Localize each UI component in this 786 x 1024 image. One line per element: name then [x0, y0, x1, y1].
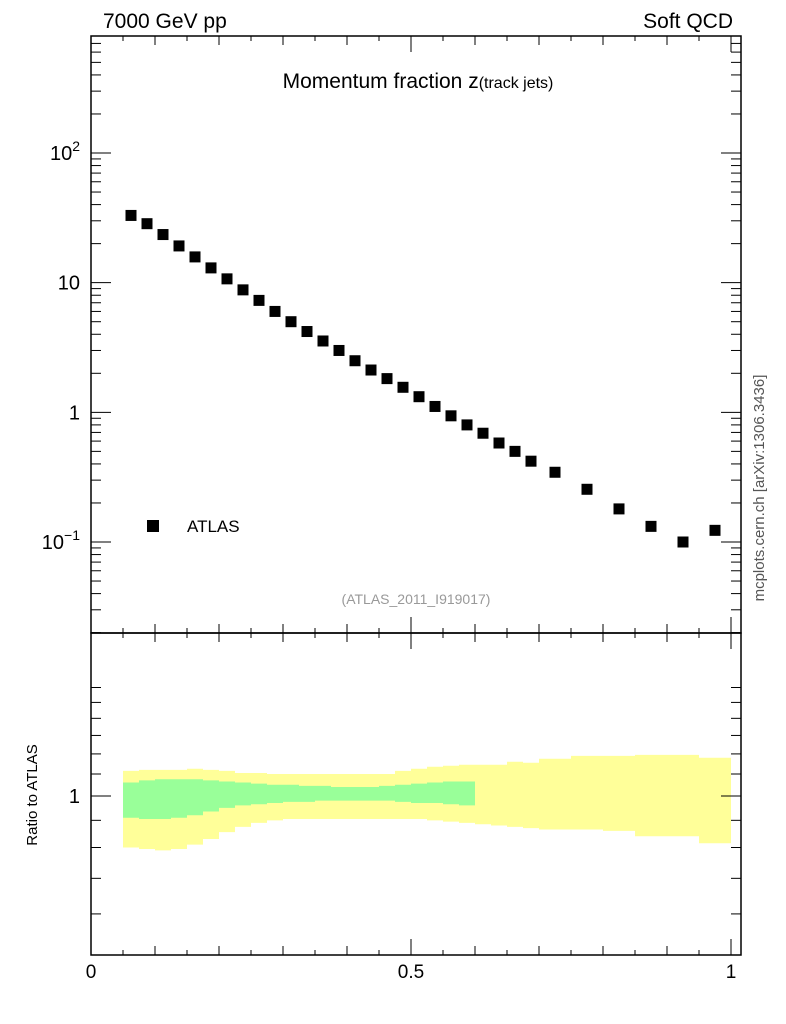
x-tick-label: 0: [86, 962, 97, 983]
data-point: [365, 364, 377, 376]
data-points: [125, 209, 721, 548]
y-tick-label-base: 10: [42, 532, 64, 554]
data-point: [493, 437, 505, 449]
data-point: [477, 427, 489, 439]
data-point: [221, 273, 233, 285]
analysis-annotation: (ATLAS_2011_I919017): [342, 591, 491, 607]
data-point: [205, 262, 217, 274]
chart-title-sub: (track jets): [479, 75, 554, 92]
chart-title-main: Momentum fraction z: [283, 70, 479, 93]
data-point: [269, 305, 281, 317]
data-point: [613, 503, 625, 515]
data-point: [549, 466, 561, 478]
data-point: [317, 335, 329, 347]
data-point: [349, 355, 361, 367]
data-point: [301, 326, 313, 338]
ratio-ylabel: Ratio to ATLAS: [24, 744, 41, 845]
data-point: [189, 251, 201, 263]
data-point: [677, 536, 689, 548]
data-point: [645, 520, 657, 532]
y-tick-label: 102: [50, 138, 80, 165]
ratio-plot-frame: [90, 632, 742, 956]
side-label: mcplots.cern.ch [arXiv:1306.3436]: [751, 375, 768, 602]
ratio-bands: [123, 754, 731, 851]
y-tick-label: 1: [69, 402, 80, 424]
main-plot-frame: [90, 35, 742, 634]
data-point: [461, 419, 473, 431]
data-point: [253, 294, 265, 306]
x-tick-label: 1: [726, 962, 737, 983]
x-tick-labels: 0 0.5 1: [86, 962, 737, 983]
data-point: [445, 410, 457, 422]
data-point: [125, 209, 137, 221]
data-point: [581, 483, 593, 495]
header-left-label: 7000 GeV pp: [103, 10, 227, 33]
data-point: [141, 218, 153, 230]
data-point: [413, 391, 425, 403]
y-tick-label-exponent: −1: [64, 527, 80, 543]
y-tick-label: 10: [58, 273, 80, 295]
data-point: [429, 400, 441, 412]
data-point: [285, 316, 297, 328]
data-point: [509, 445, 521, 457]
x-tick-label: 0.5: [398, 962, 424, 983]
data-point: [525, 455, 537, 467]
y-tick-label-base: 10: [50, 143, 72, 165]
legend-marker: [147, 520, 159, 532]
chart-title: Momentum fraction z(track jets): [283, 70, 554, 93]
y-tick-label-base: 10: [58, 273, 80, 295]
ratio-y-tick-label: 1: [69, 786, 80, 808]
data-point: [381, 373, 393, 385]
legend-label: ATLAS: [187, 517, 240, 536]
axis-ticks: [90, 36, 741, 955]
data-point: [173, 240, 185, 252]
y-tick-label-base: 1: [69, 402, 80, 424]
data-point: [397, 381, 409, 393]
y-tick-label-exponent: 2: [72, 138, 80, 154]
data-point: [709, 524, 721, 536]
ratio-band-stat: [123, 779, 475, 820]
y-tick-label: 10−1: [42, 527, 80, 554]
header-right-label: Soft QCD: [643, 10, 733, 33]
data-point: [157, 229, 169, 241]
data-point: [237, 284, 249, 296]
data-point: [333, 344, 345, 356]
